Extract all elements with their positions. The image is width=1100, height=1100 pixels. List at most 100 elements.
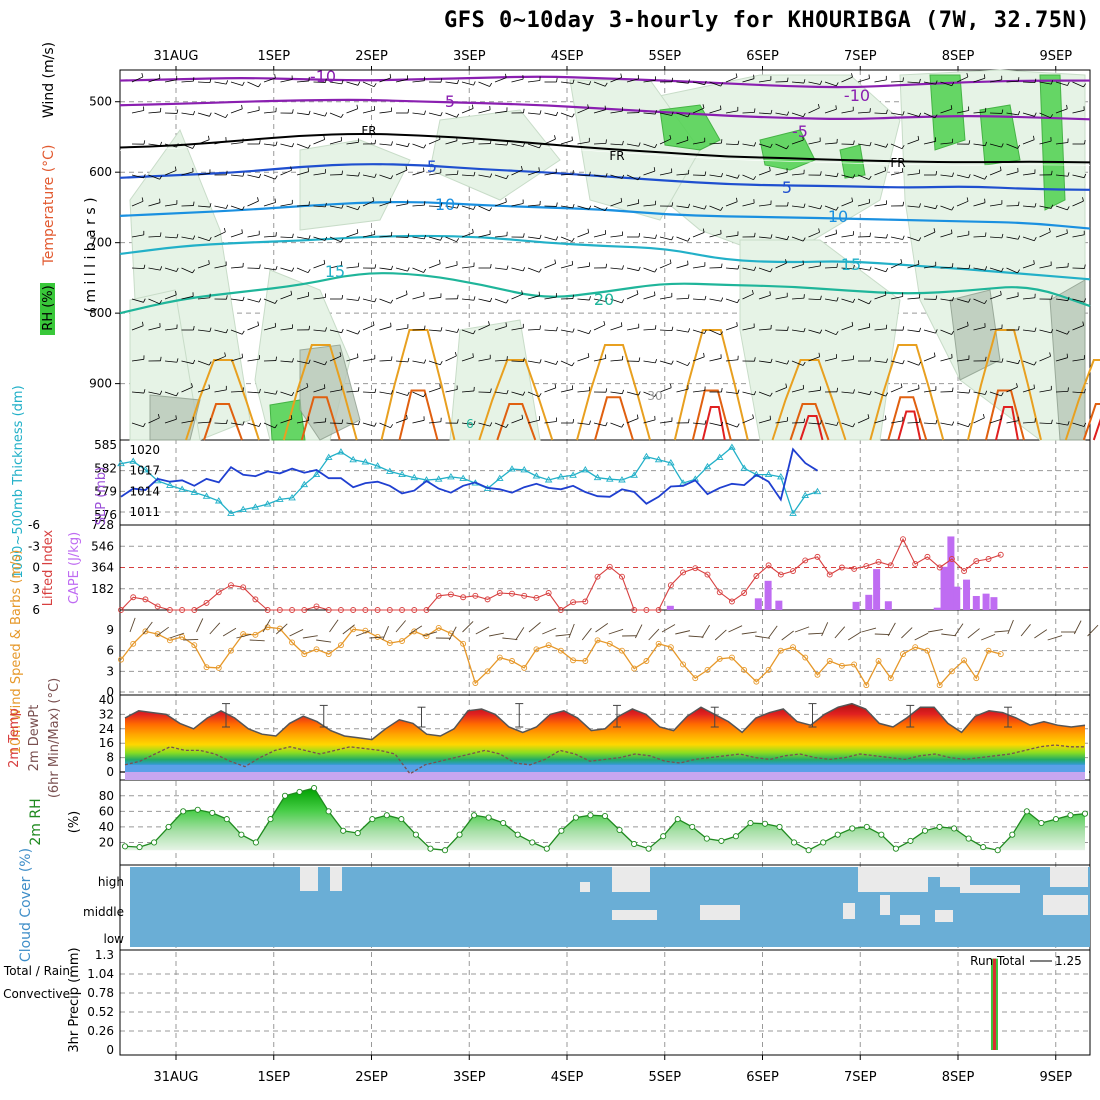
isotherm-5: [118, 163, 1091, 191]
wind-barb-flag: [259, 388, 261, 393]
lifted-index-series-point: [557, 607, 564, 613]
thickness-series-point: [178, 485, 186, 492]
wind-barb: [907, 173, 920, 176]
lifted-index-series-point: [790, 568, 796, 574]
wind-barb-flag: [259, 264, 261, 269]
li-tick: 3: [32, 582, 40, 596]
wind-barb-flag: [1034, 236, 1037, 241]
wind-speed-series-point: [716, 655, 723, 662]
wind-barb: [329, 140, 342, 145]
cloud-gap: [920, 867, 940, 877]
wind-barb-flag: [868, 175, 872, 180]
wind-barb: [296, 295, 309, 300]
wind-barb: [296, 236, 309, 240]
wind-barb: [280, 143, 293, 148]
wind-barb-flag: [325, 78, 327, 83]
wind-barb-flag: [702, 104, 705, 109]
wind-barb: [313, 329, 326, 332]
wind-barb: [197, 388, 210, 393]
wind-barb: [412, 267, 424, 273]
wind-barb: [247, 109, 260, 114]
thickness-series-point: [752, 470, 761, 478]
wind-barb-flag: [638, 232, 641, 238]
wind-speed-series-point: [887, 675, 894, 682]
wind-barb: [428, 236, 441, 241]
wind-barb: [164, 418, 177, 424]
cape-bar: [852, 601, 860, 610]
wind-barb-flag: [835, 331, 839, 335]
wind-barb: [692, 329, 705, 334]
wind-barb: [296, 204, 310, 207]
rh-point: [325, 808, 332, 815]
rh-point: [427, 845, 434, 852]
wind-barb-flag: [141, 72, 144, 78]
wind-barb: [626, 391, 639, 396]
wind-barb: [197, 297, 210, 300]
wind-speed-series-point: [252, 631, 259, 638]
wind-barb: [725, 359, 738, 362]
wind-barb-flag: [1051, 419, 1053, 424]
thickness-series-point: [801, 491, 810, 499]
lifted-index-series-point: [900, 536, 906, 543]
wind-barb: [395, 418, 408, 424]
wind-barb: [1072, 422, 1085, 427]
rh-point: [311, 784, 318, 792]
wind-barb-flag: [935, 80, 938, 85]
wind-barb: [511, 143, 524, 147]
wind-barb-flag: [982, 413, 985, 419]
wind-barb: [296, 112, 309, 116]
wind-barb: [560, 205, 573, 209]
wind-barb-flag: [225, 204, 229, 209]
rh-point: [514, 831, 521, 838]
wind-barb: [610, 298, 622, 304]
wind-barb: [758, 391, 771, 397]
wind-barb: [164, 170, 177, 176]
wind-barb: [692, 141, 705, 145]
wind-barb-flag: [1001, 267, 1004, 272]
wind-barb: [329, 389, 342, 393]
wind-speed-series-point: [619, 647, 625, 654]
rh-point: [805, 847, 812, 854]
wind-barb-flag: [1050, 80, 1054, 85]
temp-series: [124, 702, 1086, 741]
wind-barb: [148, 143, 161, 147]
lifted-index-series-point: [948, 556, 955, 562]
wind-barb-flag: [407, 142, 410, 147]
wind-speed-series-point: [692, 675, 699, 682]
wind-barb: [230, 108, 243, 114]
wind-barb: [164, 391, 177, 397]
cape-bar: [775, 600, 783, 610]
wind-barb: [874, 203, 887, 207]
wind-barb-flag: [621, 299, 625, 304]
wind-barb-flag: [952, 172, 954, 177]
wind-barb: [758, 204, 771, 207]
wind-barb-flag: [325, 327, 327, 332]
wind-barb: [1022, 139, 1035, 145]
wind-barb: [1072, 298, 1085, 303]
rh-strong-4: [269, 399, 306, 441]
wind-barb-flag: [571, 362, 575, 367]
wind-barb: [544, 360, 557, 365]
wind-barb-flag: [1034, 327, 1037, 332]
thickness-series-point: [654, 455, 663, 463]
precip-tick: 0: [106, 1043, 114, 1057]
wind-barb: [1022, 360, 1035, 366]
wind-barb: [989, 79, 1002, 83]
thickness-series-point: [544, 476, 553, 483]
wind-barb-flag: [802, 260, 804, 265]
wind-barb: [379, 174, 391, 180]
wind-barb-flag: [472, 353, 474, 358]
wind-barb-flag: [407, 267, 410, 272]
wind-barb-flag: [554, 135, 556, 140]
wind-barb-flag: [1018, 201, 1020, 206]
wind-barb-flag: [341, 328, 344, 333]
date-top-3SEP: 3SEP: [453, 49, 486, 64]
wind-barb: [1022, 236, 1035, 242]
wind-barb: [412, 80, 425, 83]
wind-barb-flag: [357, 420, 361, 426]
wind-barb: [577, 356, 589, 362]
wind-speed-series: [120, 626, 1001, 687]
cape-bar: [873, 569, 881, 610]
wind-barb: [709, 81, 721, 87]
wind-barb-flag: [754, 232, 756, 237]
